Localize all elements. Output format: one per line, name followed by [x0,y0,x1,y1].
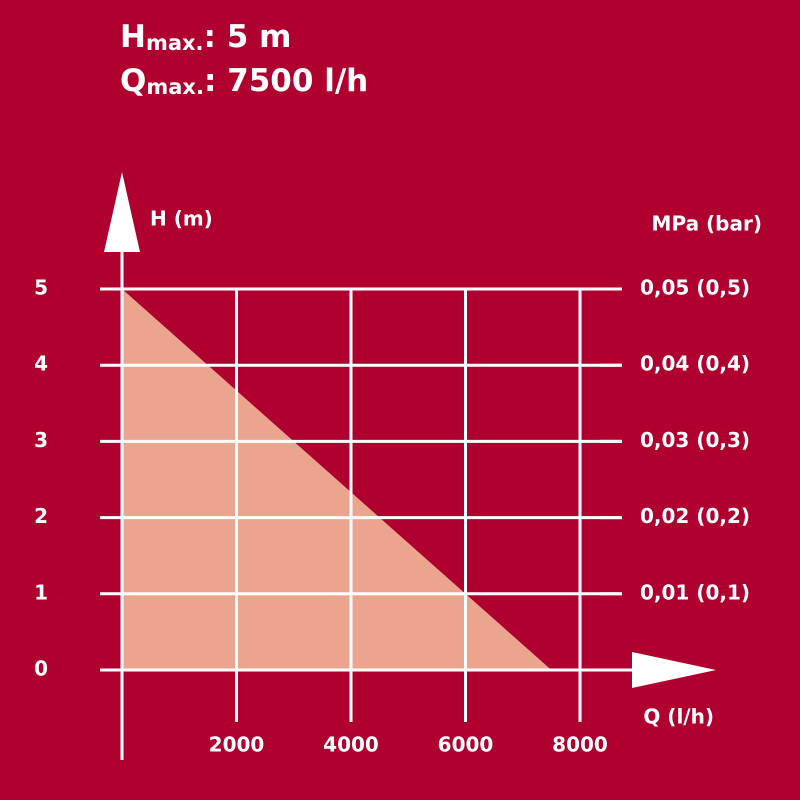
spec-value: : 5 m [204,19,292,55]
y2-tick-label: 0,02 (0,2) [640,504,750,528]
spec-value: : 7500 l/h [204,63,368,99]
x-axis-arrow [632,652,716,688]
y2-tick-label: 0,01 (0,1) [640,580,750,604]
spec-symbol: H [120,19,146,55]
spec-line: Qmax.: 7500 l/h [120,63,368,100]
spec-symbol: Q [120,63,146,99]
spec-subscript: max. [146,31,204,55]
x-tick-label: 2000 [209,733,265,757]
y-tick-label: 1 [34,580,48,604]
y2-tick-label: 0,05 (0,5) [640,276,750,300]
y-tick-label: 4 [34,352,48,376]
y2-axis-label: MPa (bar) [652,212,762,236]
y-tick-label: 2 [34,504,48,528]
y2-tick-label: 0,03 (0,3) [640,428,750,452]
spec-line: Hmax.: 5 m [120,19,291,56]
x-axis-label: Q (l/h) [643,705,714,729]
y-tick-label: 3 [34,428,48,452]
x-tick-label: 8000 [552,733,608,757]
x-tick-label: 6000 [438,733,494,757]
x-tick-label: 4000 [323,733,379,757]
area [122,289,552,670]
y-tick-label: 5 [34,276,48,300]
y-axis-arrow [104,172,140,252]
y-tick-label: 0 [34,657,48,681]
y2-tick-label: 0,04 (0,4) [640,352,750,376]
spec-subscript: max. [146,75,204,99]
y-axis-label: H (m) [150,207,213,231]
